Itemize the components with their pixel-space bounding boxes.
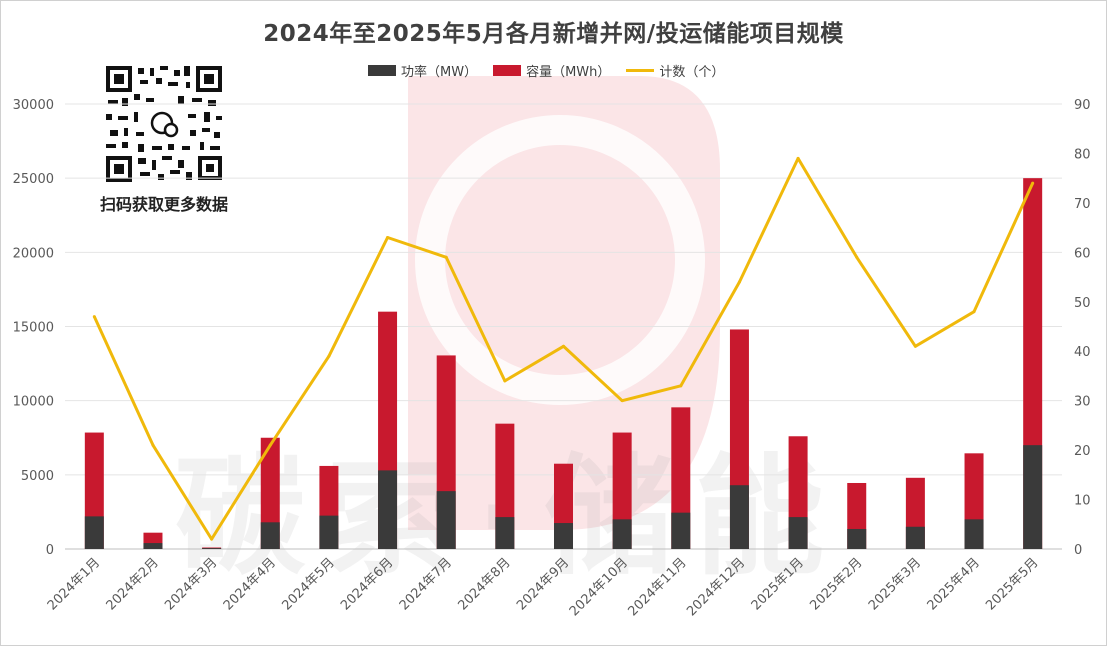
bar-capacity bbox=[260, 437, 280, 549]
x-tick-label: 2025年1月 bbox=[749, 555, 807, 613]
y-right-tick-label: 40 bbox=[1074, 345, 1091, 360]
x-tick-label: 2024年6月 bbox=[338, 555, 396, 613]
y-right-tick-label: 80 bbox=[1074, 147, 1091, 162]
y-left-tick-label: 10000 bbox=[13, 395, 54, 410]
bar-power bbox=[671, 512, 691, 549]
point-count bbox=[562, 344, 565, 348]
x-tick-label: 2024年9月 bbox=[514, 555, 572, 613]
legend-item-count: 计数（个） bbox=[626, 61, 724, 80]
qr-code[interactable] bbox=[104, 64, 224, 184]
bar-power bbox=[495, 517, 515, 549]
bar-power bbox=[905, 526, 925, 549]
legend-swatch-count bbox=[626, 69, 655, 72]
x-tick-label: 2024年7月 bbox=[397, 555, 455, 613]
x-tick-label: 2025年2月 bbox=[807, 555, 865, 613]
y-left-tick-label: 5000 bbox=[21, 469, 54, 484]
legend-label-capacity: 容量（MWh） bbox=[526, 65, 611, 80]
bar-power bbox=[378, 470, 398, 549]
point-count bbox=[151, 443, 155, 447]
y-right-tick-label: 70 bbox=[1074, 197, 1091, 212]
bar-power bbox=[788, 517, 808, 549]
legend-label-count: 计数（个） bbox=[659, 65, 725, 80]
bar-power bbox=[612, 519, 632, 549]
x-tick-label: 2024年8月 bbox=[455, 555, 513, 613]
y-left-tick-label: 0 bbox=[46, 543, 54, 558]
point-count bbox=[386, 236, 390, 239]
bar-power bbox=[554, 523, 573, 549]
legend: 功率（MW） 容量（MWh） 计数（个） bbox=[368, 61, 724, 80]
point-count bbox=[1031, 181, 1035, 185]
point-count bbox=[972, 310, 976, 314]
y-left-tick-label: 30000 bbox=[13, 98, 54, 113]
point-count bbox=[92, 315, 96, 319]
y-right-tick-label: 60 bbox=[1074, 246, 1091, 261]
x-tick-label: 2025年5月 bbox=[983, 555, 1041, 613]
point-count bbox=[620, 399, 624, 403]
legend-item-power: 功率（MW） bbox=[368, 61, 477, 80]
x-tick-label: 2024年11月 bbox=[626, 555, 690, 619]
legend-swatch-power bbox=[368, 65, 396, 76]
y-left-tick-label: 25000 bbox=[13, 172, 54, 187]
y-left-tick-label: 20000 bbox=[13, 246, 54, 261]
bar-power bbox=[84, 516, 104, 549]
y-right-tick-label: 30 bbox=[1074, 395, 1091, 410]
x-tick-label: 2024年2月 bbox=[104, 555, 162, 613]
x-tick-label: 2024年4月 bbox=[221, 555, 279, 613]
bar-power bbox=[260, 522, 280, 549]
legend-item-capacity: 容量（MWh） bbox=[493, 61, 610, 80]
point-count bbox=[503, 379, 507, 383]
x-tick-label: 2024年1月 bbox=[45, 555, 103, 613]
point-count bbox=[210, 537, 214, 541]
x-tick-label: 2024年10月 bbox=[567, 555, 631, 619]
point-count bbox=[327, 354, 331, 358]
x-tick-label: 2024年12月 bbox=[684, 555, 748, 619]
y-right-tick-label: 10 bbox=[1074, 494, 1091, 509]
x-tick-label: 2024年3月 bbox=[162, 555, 220, 613]
point-count bbox=[444, 255, 448, 259]
bar-power bbox=[964, 519, 984, 549]
y-right-tick-label: 50 bbox=[1074, 296, 1091, 311]
y-left-tick-label: 15000 bbox=[13, 321, 54, 336]
point-count bbox=[737, 280, 741, 284]
point-count bbox=[913, 344, 917, 348]
bar-power bbox=[729, 485, 749, 549]
y-right-tick-label: 0 bbox=[1074, 543, 1082, 558]
point-count bbox=[268, 443, 272, 447]
legend-swatch-capacity bbox=[493, 65, 522, 76]
bar-power bbox=[319, 515, 339, 549]
bar-power bbox=[143, 543, 163, 549]
bar-power bbox=[847, 528, 867, 549]
legend-label-power: 功率（MW） bbox=[401, 65, 478, 80]
chart-title: 2024年至2025年5月各月新增并网/投运储能项目规模 bbox=[263, 21, 844, 47]
bar-power bbox=[202, 548, 222, 549]
x-tick-label: 2025年4月 bbox=[925, 555, 983, 613]
y-right-tick-label: 20 bbox=[1074, 444, 1091, 459]
x-tick-label: 2025年3月 bbox=[866, 555, 924, 613]
y-right-tick-label: 90 bbox=[1074, 98, 1091, 113]
x-tick-label: 2024年5月 bbox=[280, 555, 338, 613]
point-count bbox=[796, 156, 800, 160]
point-count bbox=[855, 255, 859, 259]
bar-power bbox=[1023, 445, 1043, 549]
bar-power bbox=[436, 491, 456, 549]
point-count bbox=[679, 384, 683, 388]
qr-caption: 扫码获取更多数据 bbox=[99, 195, 228, 214]
